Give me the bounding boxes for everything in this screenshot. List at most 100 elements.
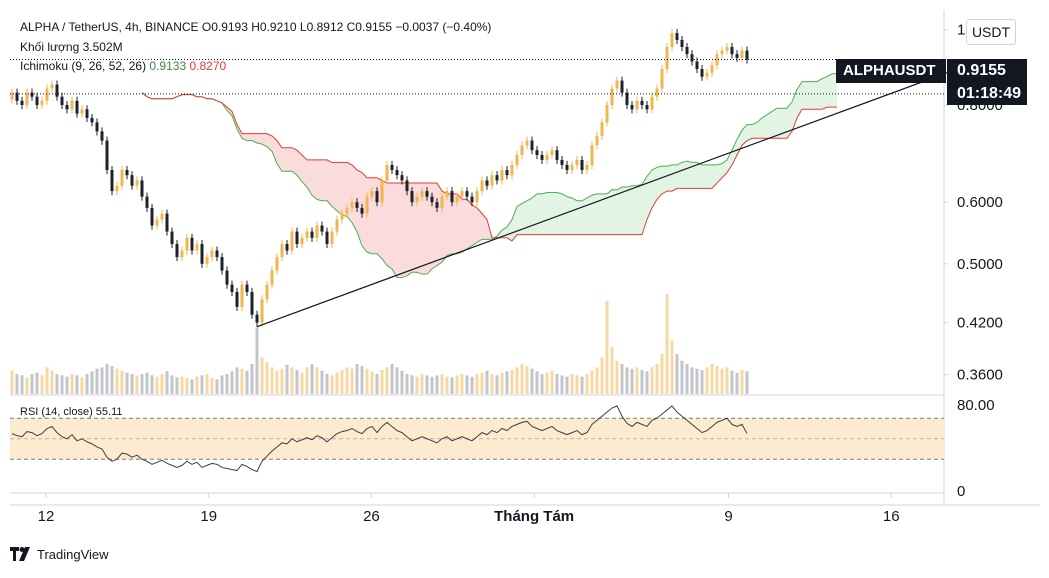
candle-body (380, 180, 384, 203)
candle (535, 146, 539, 160)
candle (230, 280, 234, 296)
candle (575, 155, 579, 169)
volume-bar (550, 370, 554, 394)
cloud-segment (687, 161, 692, 189)
volume-bar (625, 367, 629, 394)
ichimoku-label: Ichimoku (9, 26, 52, 26) (20, 59, 147, 73)
candle (650, 92, 654, 114)
candle-body (400, 175, 404, 181)
candle (425, 187, 429, 201)
volume-bar (15, 374, 19, 394)
volume-bar (735, 372, 739, 394)
cloud-segment (477, 207, 482, 243)
cloud-segment (817, 78, 822, 110)
candle-body (395, 170, 399, 176)
cloud-segment (802, 81, 807, 110)
cloud-segment (422, 183, 427, 275)
volume-bar (270, 367, 274, 394)
candle-body (415, 196, 419, 203)
cloud-segment (617, 187, 622, 235)
candle-body (160, 213, 164, 220)
cloud-segment (757, 117, 762, 139)
candle (400, 171, 404, 185)
candle-body (730, 46, 734, 55)
candle (185, 233, 189, 255)
candle (525, 136, 529, 150)
candle (220, 253, 224, 275)
candle-body (385, 164, 389, 181)
candle (80, 105, 84, 118)
candle-body (555, 150, 559, 160)
cloud-segment (592, 193, 597, 235)
cloud-segment (702, 164, 707, 189)
candle-body (180, 250, 184, 258)
volume-bar (140, 374, 144, 394)
volume-bar (640, 370, 644, 394)
candle-body (515, 154, 519, 165)
volume-bar (355, 364, 359, 394)
volume-bar (465, 375, 469, 394)
volume-bar (520, 364, 524, 394)
candle (690, 50, 694, 66)
candle (205, 253, 209, 268)
volume-bar (375, 374, 379, 394)
candle-body (645, 105, 649, 110)
cloud-segment (317, 159, 322, 201)
volume-bar (65, 376, 69, 394)
candle (235, 287, 239, 312)
volume-bar (450, 377, 454, 394)
candle-body (150, 207, 154, 226)
candle (700, 65, 704, 81)
candle-body (35, 96, 39, 106)
cloud-segment (652, 167, 657, 208)
cloud-segment (577, 200, 582, 235)
cloud-segment (392, 183, 397, 278)
candle (385, 160, 389, 185)
candle (420, 187, 424, 201)
candle-body (230, 284, 234, 292)
candle (240, 280, 244, 312)
cloud-segment (572, 197, 577, 235)
cloud-segment (762, 114, 767, 139)
candle-body (580, 159, 584, 171)
candle-body (545, 154, 549, 160)
currency-button[interactable]: USDT (966, 19, 1016, 45)
volume-bar (25, 377, 29, 394)
cloud-segment (407, 183, 412, 276)
candle-body (530, 140, 534, 151)
candle (215, 246, 219, 262)
volume-bar (690, 367, 694, 394)
volume-bar (595, 367, 599, 394)
candle (435, 198, 439, 212)
volume-bar (240, 368, 244, 394)
cloud-segment (692, 162, 697, 189)
candle (120, 165, 124, 190)
cloud-segment (417, 183, 422, 275)
candle-body (375, 191, 379, 203)
cloud-segment (482, 213, 487, 240)
volume-bar (730, 370, 734, 394)
volume-bar (95, 368, 99, 394)
candle-body (70, 100, 74, 110)
candle (100, 127, 104, 145)
candle-body (325, 231, 329, 245)
tradingview-logo[interactable]: TradingView (10, 544, 109, 564)
candle (445, 187, 449, 201)
candle (350, 198, 354, 212)
candle (610, 84, 614, 110)
candle-body (365, 196, 369, 214)
candle-body (320, 225, 324, 232)
volume-bar (305, 367, 309, 394)
candle-body (340, 213, 344, 220)
volume-bar (405, 374, 409, 394)
candle (305, 227, 309, 242)
candle-body (75, 100, 79, 114)
volume-bar (70, 374, 74, 394)
candle (605, 101, 609, 127)
candle (200, 240, 204, 268)
volume-bar (170, 375, 174, 394)
volume-bar (630, 368, 634, 394)
volume-bar (115, 368, 119, 394)
